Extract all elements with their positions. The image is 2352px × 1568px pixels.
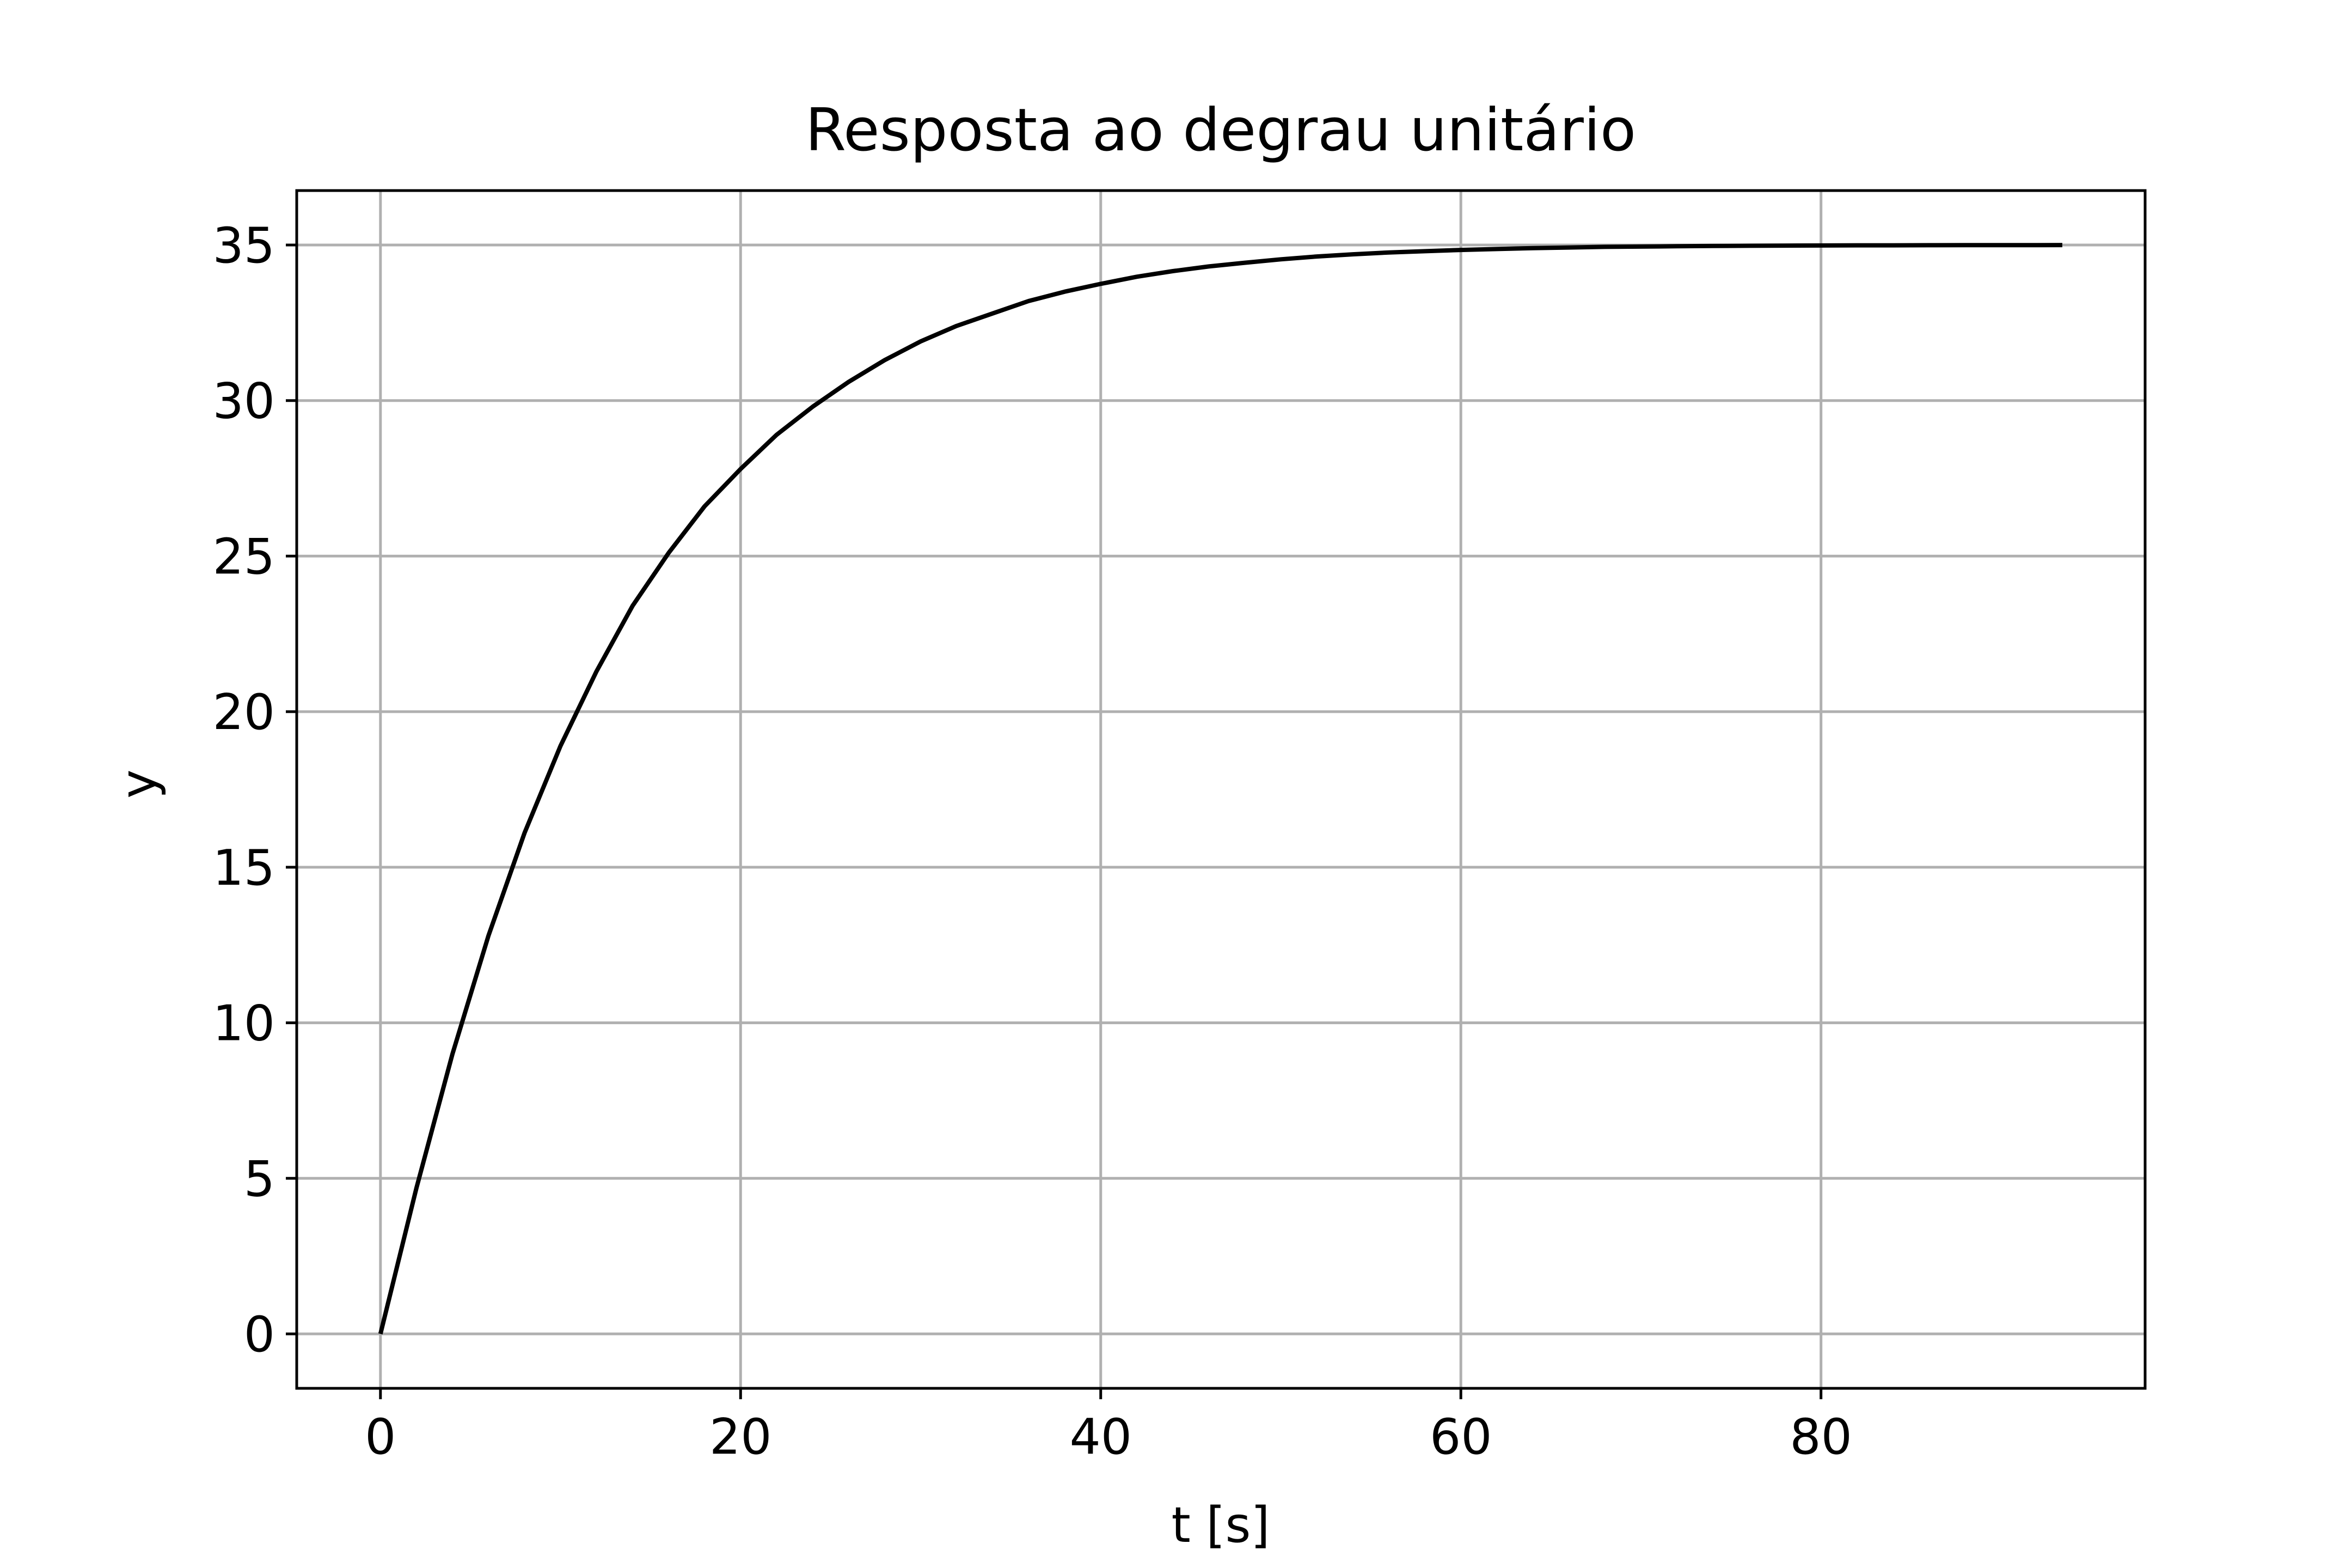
y-tick-label: 5 xyxy=(244,1150,275,1208)
y-tick-label: 25 xyxy=(212,528,275,585)
grid-lines xyxy=(297,191,2145,1388)
plot-frame xyxy=(295,189,2147,1390)
tick-marks xyxy=(286,243,1823,1399)
y-tick-label: 35 xyxy=(212,217,275,274)
response-line xyxy=(378,243,2062,1334)
y-axis-label: y xyxy=(110,769,167,798)
y-tick-label: 10 xyxy=(212,995,275,1052)
x-tick-label: 40 xyxy=(1069,1408,1132,1466)
y-tick-label: 20 xyxy=(212,684,275,741)
y-tick-label: 30 xyxy=(212,373,275,430)
y-tick-label: 0 xyxy=(244,1306,275,1363)
series-layer xyxy=(378,243,2062,1334)
x-tick-label: 60 xyxy=(1430,1408,1492,1466)
x-tick-label: 80 xyxy=(1790,1408,1852,1466)
x-axis-label: t [s] xyxy=(1171,1497,1270,1554)
tick-labels: 0 20 40 60 80 0 5 10 15 20 25 30 35 xyxy=(212,217,1852,1466)
y-tick-label: 15 xyxy=(212,840,275,897)
x-tick-label: 20 xyxy=(709,1408,772,1466)
chart-title: Resposta ao degrau unitário xyxy=(805,96,1636,164)
x-tick-label: 0 xyxy=(365,1408,396,1466)
